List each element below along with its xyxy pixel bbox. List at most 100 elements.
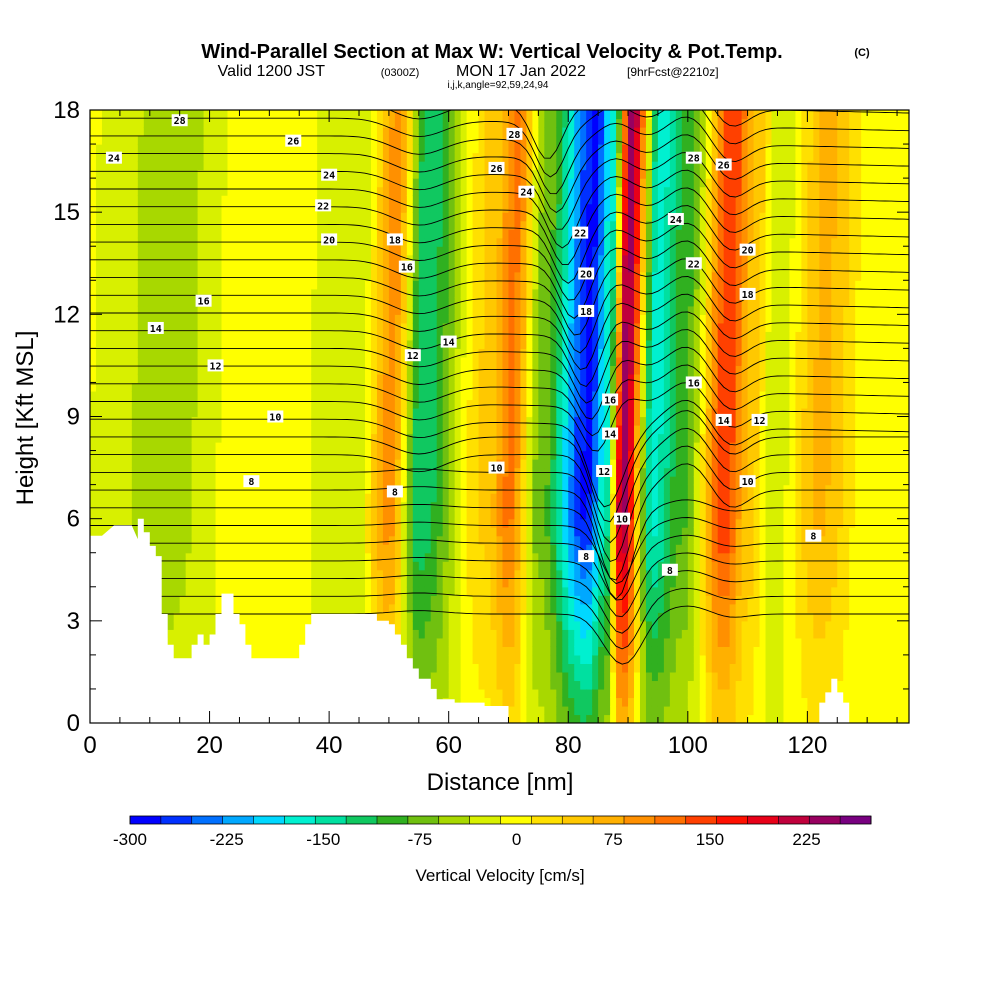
- velocity-cell: [101, 212, 109, 222]
- velocity-cell: [239, 493, 247, 503]
- velocity-cell: [101, 527, 109, 537]
- velocity-cell: [137, 339, 145, 349]
- velocity-cell: [472, 263, 480, 273]
- velocity-cell: [335, 365, 342, 375]
- velocity-cell: [388, 186, 396, 196]
- velocity-cell: [394, 203, 402, 213]
- velocity-cell: [143, 476, 151, 486]
- velocity-cell: [394, 288, 402, 298]
- velocity-cell: [364, 144, 372, 154]
- velocity-cell: [496, 586, 504, 596]
- velocity-cell: [442, 322, 450, 332]
- velocity-cell: [269, 629, 276, 639]
- velocity-cell: [245, 518, 253, 528]
- velocity-cell: [281, 595, 288, 605]
- velocity-cell: [245, 220, 253, 230]
- velocity-cell: [257, 433, 264, 443]
- velocity-cell: [245, 382, 253, 392]
- velocity-cell: [430, 552, 438, 562]
- velocity-cell: [436, 212, 444, 222]
- velocity-cell: [131, 263, 139, 273]
- velocity-cell: [197, 331, 205, 341]
- velocity-cell: [496, 212, 504, 222]
- velocity-cell: [484, 220, 492, 230]
- velocity-cell: [430, 612, 438, 622]
- velocity-cell: [442, 314, 450, 324]
- velocity-cell: [131, 186, 139, 196]
- velocity-cell: [466, 263, 474, 273]
- velocity-cell: [323, 127, 330, 137]
- velocity-cell: [149, 339, 157, 349]
- velocity-cell: [209, 178, 217, 188]
- velocity-cell: [424, 229, 432, 239]
- velocity-cell: [269, 305, 276, 315]
- velocity-cell: [484, 135, 492, 145]
- velocity-cell: [143, 297, 151, 307]
- velocity-cell: [418, 544, 426, 554]
- velocity-cell: [293, 535, 300, 545]
- velocity-cell: [460, 322, 468, 332]
- velocity-cell: [382, 407, 390, 418]
- velocity-cell: [353, 254, 360, 264]
- velocity-cell: [173, 518, 181, 528]
- velocity-cell: [257, 254, 264, 264]
- velocity-cell: [263, 169, 270, 179]
- velocity-cell: [364, 288, 372, 298]
- velocity-cell: [215, 390, 223, 401]
- velocity-cell: [454, 271, 462, 281]
- velocity-cell: [263, 263, 270, 273]
- velocity-cell: [233, 203, 241, 213]
- velocity-cell: [305, 425, 312, 435]
- velocity-cell: [454, 169, 462, 179]
- velocity-cell: [472, 586, 480, 596]
- velocity-cell: [424, 459, 432, 469]
- velocity-cell: [107, 476, 115, 486]
- velocity-cell: [305, 169, 312, 179]
- velocity-cell: [359, 169, 366, 179]
- velocity-cell: [424, 195, 432, 205]
- velocity-cell: [233, 161, 241, 171]
- velocity-cell: [245, 314, 253, 324]
- velocity-cell: [394, 612, 402, 622]
- velocity-cell: [245, 399, 253, 409]
- velocity-cell: [287, 322, 294, 332]
- velocity-cell: [245, 263, 253, 273]
- velocity-cell: [502, 637, 510, 647]
- velocity-cell: [454, 161, 462, 171]
- velocity-cell: [221, 425, 229, 435]
- velocity-cell: [239, 433, 247, 443]
- velocity-cell: [490, 118, 498, 128]
- velocity-cell: [418, 390, 426, 401]
- velocity-cell: [460, 433, 468, 443]
- velocity-cell: [233, 425, 241, 435]
- velocity-cell: [353, 280, 360, 290]
- velocity-cell: [490, 348, 498, 358]
- velocity-cell: [370, 493, 378, 503]
- velocity-cell: [412, 637, 420, 647]
- velocity-cell: [191, 603, 199, 613]
- velocity-cell: [472, 493, 480, 503]
- velocity-cell: [376, 246, 384, 256]
- velocity-cell: [239, 535, 247, 545]
- velocity-cell: [137, 450, 145, 460]
- velocity-cell: [472, 671, 480, 682]
- velocity-cell: [293, 527, 300, 537]
- velocity-cell: [167, 578, 175, 588]
- velocity-cell: [251, 144, 258, 154]
- velocity-cell: [400, 493, 408, 503]
- velocity-cell: [107, 220, 115, 230]
- velocity-cell: [305, 382, 312, 392]
- velocity-cell: [329, 459, 336, 469]
- velocity-cell: [484, 561, 492, 571]
- velocity-cell: [347, 476, 354, 486]
- velocity-cell: [119, 510, 127, 520]
- velocity-cell: [424, 510, 432, 520]
- velocity-cell: [466, 399, 474, 409]
- velocity-cell: [293, 569, 300, 579]
- velocity-cell: [293, 390, 300, 401]
- velocity-cell: [299, 280, 306, 290]
- velocity-cell: [263, 322, 270, 332]
- velocity-cell: [400, 110, 408, 120]
- velocity-cell: [167, 144, 175, 154]
- velocity-cell: [436, 314, 444, 324]
